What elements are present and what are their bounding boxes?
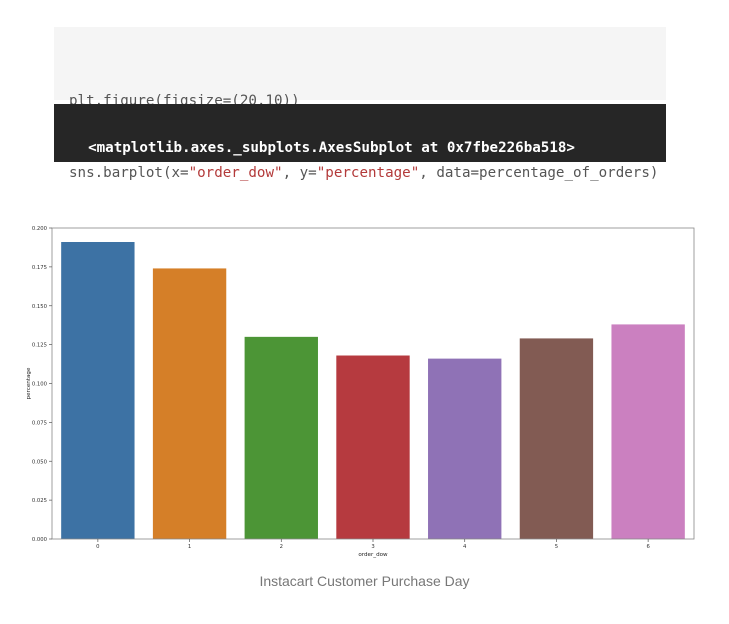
y-tick-label: 0.175	[32, 265, 47, 271]
figure-caption: Instacart Customer Purchase Day	[259, 573, 470, 589]
x-tick-label: 3	[371, 544, 374, 550]
output-text: <matplotlib.axes._subplots.AxesSubplot a…	[88, 140, 575, 156]
x-tick-label: 4	[463, 544, 467, 550]
bar-5	[519, 338, 594, 539]
code-string-x: "order_dow"	[188, 165, 283, 181]
y-tick-label: 0.125	[32, 343, 47, 349]
x-tick-label: 5	[555, 544, 558, 550]
y-tick-label: 0.150	[32, 304, 48, 310]
x-tick-label: 6	[646, 544, 650, 550]
code-line-2-mid: , y=	[282, 165, 317, 181]
y-tick-label: 0.050	[32, 459, 48, 465]
x-axis-label: order_dow	[358, 552, 388, 558]
code-cell[interactable]: plt.figure(figsize=(20,10)) sns.barplot(…	[54, 27, 666, 181]
y-tick-label: 0.200	[32, 226, 48, 232]
x-tick-label: 1	[188, 544, 191, 550]
y-tick-label: 0.075	[32, 420, 47, 426]
bar-chart: 0.000 0.025 0.050 0.075 0.100 0.125 0.150 0.175…	[26, 226, 695, 558]
y-tick-label: 0.025	[32, 498, 47, 504]
code-line-2: sns.barplot(x="order_dow", y="percentage…	[69, 161, 666, 185]
bar-3	[336, 355, 410, 539]
bar-0	[61, 242, 135, 539]
y-tick-label: 0.100	[32, 382, 48, 388]
x-tick-label: 2	[280, 544, 283, 550]
bar-4	[428, 358, 502, 539]
bar-6	[611, 324, 685, 539]
code-line-2-suffix: , data=percentage_of_orders)	[419, 165, 659, 181]
y-tick-label: 0.000	[32, 537, 48, 543]
output-cell: <matplotlib.axes._subplots.AxesSubplot a…	[54, 104, 666, 162]
bar-1	[152, 268, 227, 539]
code-string-y: "percentage"	[316, 165, 420, 181]
y-axis-label: percentage	[26, 367, 32, 399]
bar-2	[244, 336, 318, 539]
x-tick-label: 0	[96, 544, 100, 550]
code-line-2-prefix: sns.barplot(x=	[69, 165, 189, 181]
